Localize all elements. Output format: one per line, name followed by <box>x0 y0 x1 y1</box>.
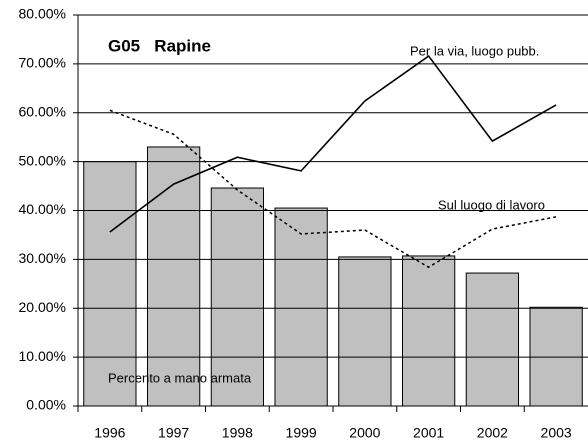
x-tick-label: 2001 <box>413 425 444 441</box>
y-tick-label: 20.00% <box>19 299 66 315</box>
x-tick-label: 2002 <box>477 425 508 441</box>
x-tick-label: 1998 <box>222 425 253 441</box>
y-tick-label: 60.00% <box>19 103 66 119</box>
y-tick-label: 0.00% <box>26 397 66 413</box>
bar <box>83 161 137 407</box>
bar <box>210 187 265 407</box>
y-tick-label: 30.00% <box>19 250 66 266</box>
bar <box>465 272 520 407</box>
x-tick-label: 1997 <box>158 425 189 441</box>
bar <box>274 207 328 407</box>
y-tick-label: 10.00% <box>19 348 66 364</box>
y-tick-label: 80.00% <box>19 6 66 22</box>
y-tick-label: 40.00% <box>19 201 66 217</box>
series-label: Per la via, luogo pubb. <box>410 43 539 58</box>
bar <box>401 255 456 407</box>
x-tick-label: 2003 <box>541 425 572 441</box>
x-tick-label: 1999 <box>286 425 317 441</box>
series-label: Sul luogo di lavoro <box>438 197 545 212</box>
y-tick-label: 50.00% <box>19 152 66 168</box>
x-tick-label: 1996 <box>94 425 125 441</box>
x-tick-label: 2000 <box>349 425 380 441</box>
line-series <box>109 54 557 233</box>
y-tick-label: 70.00% <box>19 55 66 71</box>
bar <box>338 256 392 407</box>
chart-title: G05 Rapine <box>108 36 211 55</box>
bar <box>146 146 201 407</box>
series-label: Percento a mano armata <box>108 370 252 385</box>
